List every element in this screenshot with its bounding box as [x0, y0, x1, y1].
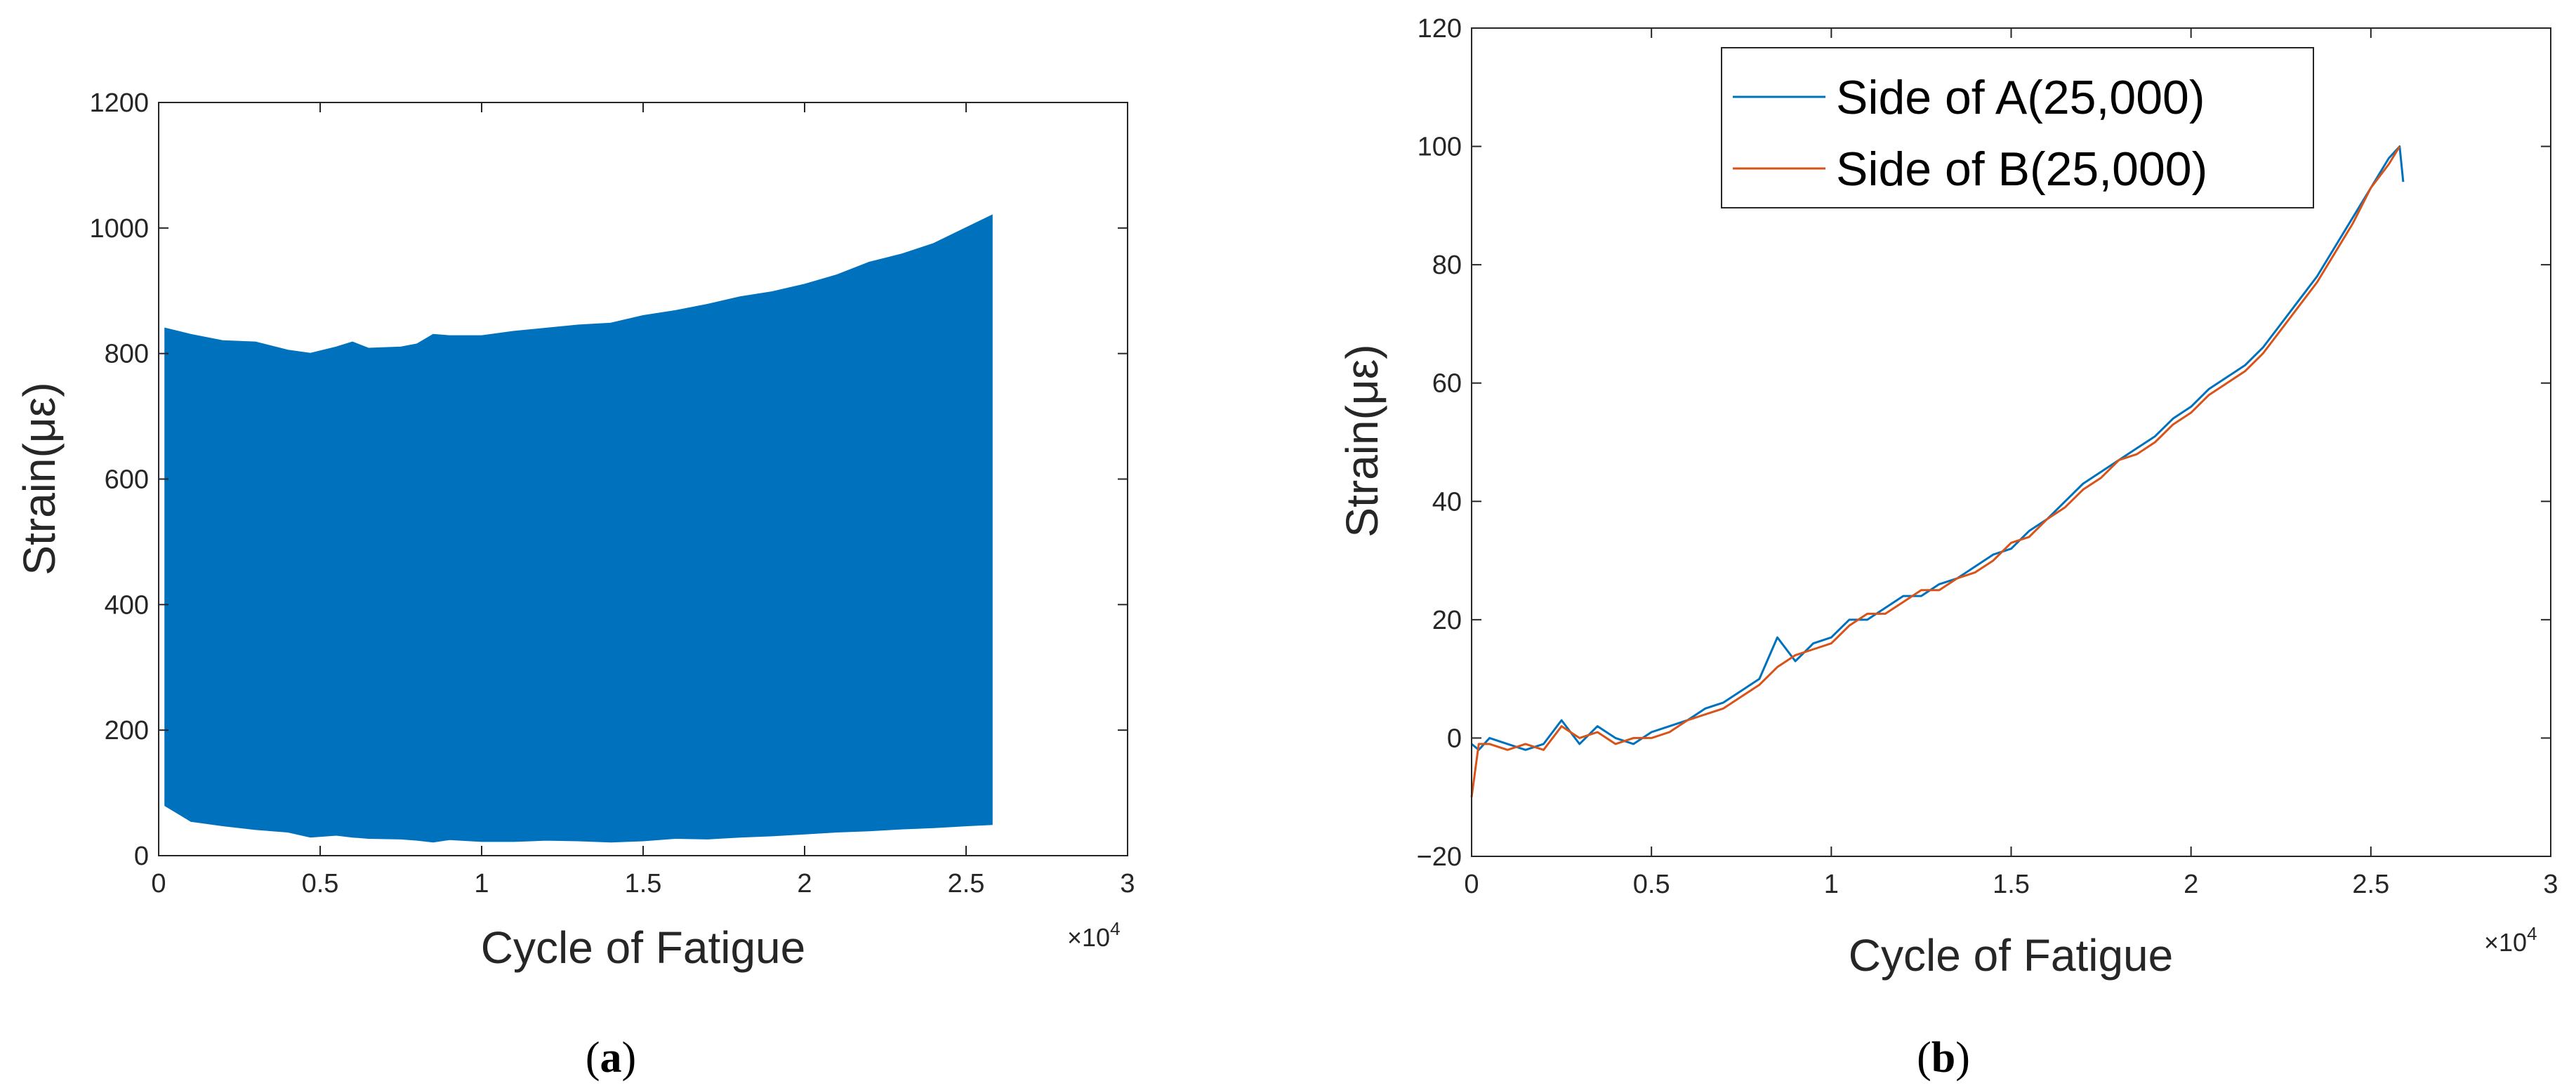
plot-a-ytick-label: 200	[105, 716, 149, 745]
plot-b-ytick-label: 0	[1447, 724, 1462, 753]
plot-b-ytick-label: 100	[1418, 133, 1462, 162]
plot-b-legend: Side of A(25,000) Side of B(25,000)	[1721, 47, 2314, 208]
plot-b-xtick-label: 2	[2184, 870, 2198, 899]
legend-label-b: Side of B(25,000)	[1836, 142, 2207, 196]
plot-b-ytick-label: −20	[1417, 842, 1462, 872]
plot-a-ylabel: Strain(με)	[14, 382, 65, 575]
plot-b-ytick-label: 40	[1432, 487, 1462, 517]
caption-a: (a)	[586, 1034, 636, 1082]
plot-b-data	[1470, 145, 2405, 797]
plot-b-ytick-label: 80	[1432, 251, 1462, 280]
plot-b-xtick-label: 0	[1464, 870, 1479, 899]
plot-a-ytick-label: 800	[105, 340, 149, 369]
plot-b-ytick-label: 60	[1432, 369, 1462, 399]
plot-a-xtick-label: 0	[151, 869, 166, 898]
caption-b: (b)	[1917, 1034, 1970, 1082]
plot-a-ylabel-group: Strain(με)	[14, 382, 65, 575]
plot-a-x-multiplier: ×104	[1067, 918, 1121, 952]
legend-label-a: Side of A(25,000)	[1836, 71, 2205, 124]
plot-b-ylabel: Strain(με)	[1337, 344, 1387, 537]
plot-b-ytick-label: 120	[1418, 14, 1462, 44]
plot-b-xtick-label: 1	[1824, 870, 1839, 899]
plot-a-ytick-label: 400	[105, 590, 149, 620]
plot-b-xtick-label: 2.5	[2352, 870, 2389, 899]
plot-a-data	[164, 214, 993, 843]
legend-box	[1721, 47, 2314, 208]
plot-b-xtick-label: 3	[2543, 870, 2558, 899]
series-line-side-b	[1470, 145, 2401, 797]
plot-b-xlabel: Cycle of Fatigue	[1849, 930, 2173, 981]
plot-b-ylabel-group: Strain(με)	[1337, 344, 1387, 537]
series-strain-envelope	[164, 214, 993, 843]
plot-a-xtick-label: 2.5	[948, 869, 985, 898]
plot-a-xlabel: Cycle of Fatigue	[481, 922, 805, 973]
plot-b-xtick-label: 0.5	[1633, 870, 1670, 899]
panel-a: 0 0.5 1 1.5 2 2.5 3 0 200 400 600 800 1000 1200 Cycle…	[14, 88, 1135, 1082]
plot-a-xtick-label: 1.5	[625, 869, 662, 898]
plot-a-xtick-label: 1	[474, 869, 489, 898]
plot-a-xtick-label: 3	[1120, 869, 1135, 898]
plot-b-ytick-label: 20	[1432, 606, 1462, 635]
plot-a-ticks: 0 0.5 1 1.5 2 2.5 3 0 200 400 600 800 1000 1200	[89, 88, 1135, 898]
plot-b-xtick-label: 1.5	[1993, 870, 2030, 899]
plot-a-ytick-label: 1200	[89, 88, 149, 118]
series-line-side-a	[1471, 145, 2405, 751]
plot-a-ytick-label: 1000	[89, 214, 149, 244]
plot-a-xtick-label: 0.5	[302, 869, 339, 898]
plot-b-x-multiplier: ×104	[2484, 923, 2537, 957]
plot-a-xtick-label: 2	[797, 869, 812, 898]
plot-a-ytick-label: 0	[134, 842, 149, 871]
plot-a-ytick-label: 600	[105, 465, 149, 495]
